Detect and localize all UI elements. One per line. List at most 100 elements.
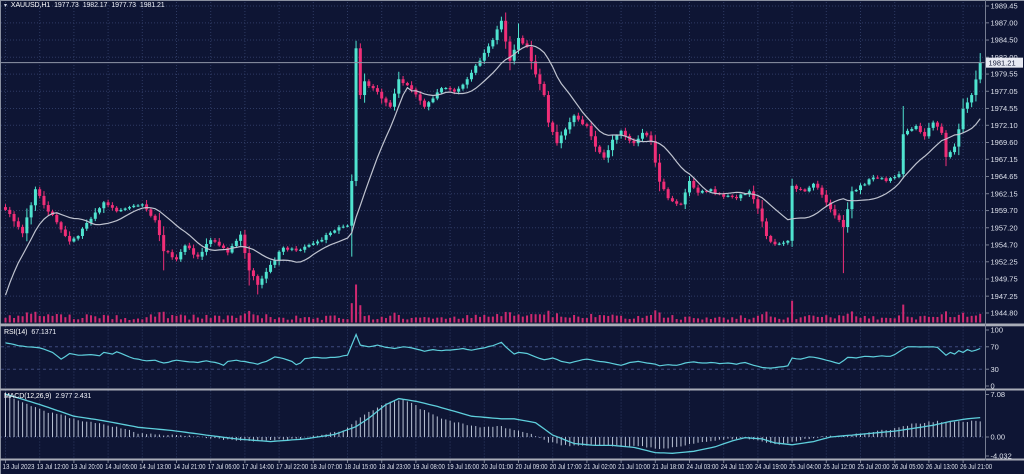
volume-bar xyxy=(923,315,926,323)
volume-bar xyxy=(252,314,255,323)
time-axis-label: 21 Jul 02:00 xyxy=(584,464,616,471)
candle xyxy=(978,62,982,80)
volume-bar xyxy=(231,315,234,323)
volume-bar xyxy=(590,313,593,323)
volume-bar xyxy=(598,315,601,323)
volume-bar xyxy=(145,317,148,323)
candle xyxy=(841,219,845,228)
volume-bar xyxy=(483,314,486,323)
candle xyxy=(542,83,546,96)
candle xyxy=(80,228,84,237)
volume-bar xyxy=(662,317,665,323)
volume-bar xyxy=(384,318,387,323)
time-axis-label: 25 Jul 04:00 xyxy=(789,464,821,471)
volume-bar xyxy=(380,316,383,323)
candle xyxy=(42,195,46,206)
time-axis-label: 19 Jul 16:00 xyxy=(447,464,479,471)
volume-bar xyxy=(487,316,490,323)
panel-divider[interactable] xyxy=(0,323,1024,327)
candle xyxy=(269,264,273,272)
volume-bar xyxy=(213,315,216,323)
volume-bar xyxy=(658,312,661,323)
volume-bar xyxy=(51,315,54,323)
candle xyxy=(393,93,397,107)
volume-bar xyxy=(333,315,336,323)
volume-bar xyxy=(812,315,815,323)
candle xyxy=(281,247,285,252)
volume-bar xyxy=(414,317,417,323)
volume-bar xyxy=(102,314,105,323)
volume-bar xyxy=(521,316,524,323)
candle xyxy=(910,129,914,131)
candle xyxy=(666,189,670,199)
candle xyxy=(170,252,174,258)
volume-bar xyxy=(641,317,644,323)
candle xyxy=(538,74,542,84)
volume-bar xyxy=(290,319,293,323)
volume-bar xyxy=(970,315,973,323)
candle xyxy=(307,244,311,247)
volume-bar xyxy=(932,316,935,323)
price-axis-label: 1947.25 xyxy=(991,292,1018,301)
volume-bar xyxy=(316,317,319,323)
candle xyxy=(576,115,580,120)
volume-bar xyxy=(782,319,785,323)
candle xyxy=(867,179,871,185)
candle xyxy=(897,174,901,178)
volume-bar xyxy=(453,316,456,323)
volume-bar xyxy=(17,315,20,323)
candle xyxy=(46,205,50,212)
candle xyxy=(679,203,683,205)
candle xyxy=(901,134,905,175)
time-axis-label: 26 Jul 13:00 xyxy=(926,464,958,471)
candle xyxy=(521,37,525,44)
candle xyxy=(328,232,332,236)
candle xyxy=(965,102,969,109)
candle xyxy=(880,178,884,180)
candle xyxy=(89,218,93,223)
candle xyxy=(226,248,230,253)
volume-bar xyxy=(261,318,263,323)
volume-bar xyxy=(607,315,610,323)
volume-bar xyxy=(479,316,482,323)
candle xyxy=(162,235,166,252)
volume-bar xyxy=(397,315,400,323)
volume-bar xyxy=(551,317,554,323)
volume-bar xyxy=(769,316,772,323)
volume-bar xyxy=(410,317,413,323)
candle xyxy=(196,254,200,257)
volume-bar xyxy=(756,315,759,323)
volume-bar xyxy=(752,317,755,323)
volume-bar xyxy=(530,314,533,323)
candle xyxy=(157,220,161,236)
candle xyxy=(504,20,508,42)
volume-bar xyxy=(974,315,977,323)
candle xyxy=(632,140,636,144)
volume-bar xyxy=(726,319,729,323)
volume-bar xyxy=(675,319,678,323)
candle xyxy=(440,88,444,93)
volume-bar xyxy=(855,316,858,323)
candle xyxy=(290,248,294,250)
panel-divider[interactable] xyxy=(0,458,1024,461)
volume-bar xyxy=(863,315,866,323)
volume-bar xyxy=(359,305,362,323)
candle xyxy=(127,207,131,209)
volume-bar xyxy=(778,318,781,323)
volume-bar xyxy=(474,314,477,323)
volume-bar xyxy=(846,313,849,323)
candle xyxy=(790,185,794,241)
candle xyxy=(722,194,726,197)
chart-title: ▾ XAUUSD,H1 1977.73 1982.17 1977.73 1981… xyxy=(4,2,165,11)
volume-bar xyxy=(949,317,952,323)
candle xyxy=(688,180,691,193)
volume-bar xyxy=(265,314,268,323)
candle xyxy=(465,79,469,85)
candle xyxy=(525,43,529,47)
candle xyxy=(72,238,76,242)
volume-bar xyxy=(859,317,862,323)
volume-bar xyxy=(688,316,691,323)
candle xyxy=(876,177,880,179)
panel-divider[interactable] xyxy=(0,388,1024,391)
